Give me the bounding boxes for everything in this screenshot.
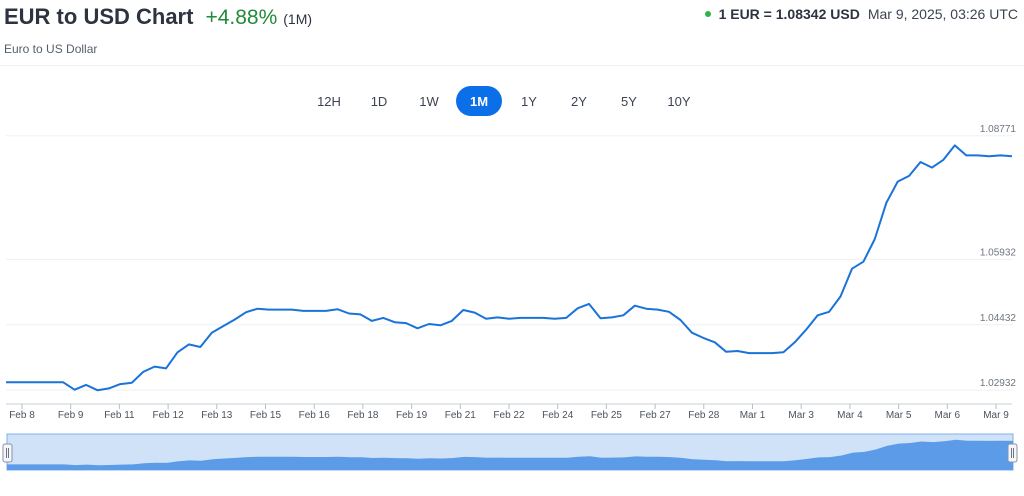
price-line [6,144,1013,392]
x-tick-label: Feb 25 [591,410,623,421]
percent-change: +4.88% [205,6,278,29]
x-tick-label: Feb 16 [299,410,331,421]
x-tick-label: Mar 9 [983,410,1009,421]
x-tick-label: Feb 24 [542,410,574,421]
title-row: EUR to USD Chart +4.88% (1M) [4,4,312,30]
range-button-1d[interactable]: 1D [370,93,388,109]
x-tick-label: Feb 22 [493,410,525,421]
rate-timestamp: Mar 9, 2025, 03:26 UTC [867,6,1018,22]
live-status-dot-icon [704,11,711,17]
x-tick-label: Feb 19 [396,410,428,421]
y-tick-label: 1.05932 [980,247,1017,258]
current-rate: 1 EUR = 1.08342 USD [718,6,860,22]
navigator-left-handle[interactable] [2,443,13,463]
x-tick-label: Feb 15 [250,410,282,421]
page-title: EUR to USD Chart [4,4,194,29]
pair-subtitle: Euro to US Dollar [4,42,98,56]
y-tick-label: 1.02932 [980,378,1017,389]
x-tick-label: Mar 1 [740,410,766,421]
x-tick-label: Mar 6 [935,410,961,421]
range-selector: 12H 1D 1W 1M 1Y 2Y 5Y 10Y [306,86,702,116]
range-button-1w[interactable]: 1W [419,93,439,109]
range-button-5y[interactable]: 5Y [621,93,637,109]
range-button-1y[interactable]: 1Y [521,93,537,109]
x-tick-label: Feb 21 [445,410,477,421]
x-tick-label: Feb 9 [58,410,84,421]
range-button-10y[interactable]: 10Y [667,93,691,109]
x-tick-label: Feb 13 [201,410,233,421]
x-tick-label: Feb 12 [153,410,185,421]
chart-header: EUR to USD Chart +4.88% (1M) Euro to US … [0,0,1024,66]
x-tick-label: Feb 27 [640,410,672,421]
y-tick-label: 1.04432 [980,313,1017,324]
navigator-area [7,439,1013,470]
x-tick-label: Feb 18 [347,410,379,421]
x-tick-label: Feb 11 [104,410,135,421]
period-label: (1M) [283,11,313,27]
x-tick-label: Feb 8 [9,410,35,421]
y-tick-label: 1.08771 [980,124,1017,135]
navigator-right-handle[interactable] [1007,443,1018,463]
range-button-12h[interactable]: 12H [317,93,341,109]
x-tick-label: Mar 4 [837,410,863,421]
range-button-1m[interactable]: 1M [456,86,502,116]
range-button-2y[interactable]: 2Y [571,93,587,109]
x-tick-label: Feb 28 [688,410,720,421]
rate-box: 1 EUR = 1.08342 USD Mar 9, 2025, 03:26 U… [704,6,1018,22]
x-tick-label: Mar 3 [788,410,814,421]
x-tick-label: Mar 5 [886,410,912,421]
